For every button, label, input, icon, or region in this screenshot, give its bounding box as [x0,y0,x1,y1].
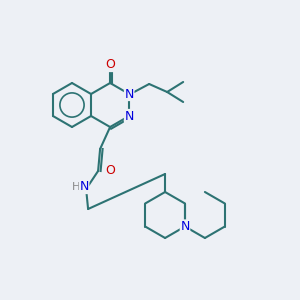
Text: N: N [180,220,190,233]
Text: H: H [72,182,80,192]
Text: N: N [124,110,134,122]
Text: N: N [80,181,89,194]
Text: O: O [105,164,115,178]
Text: O: O [105,58,115,71]
Text: N: N [124,88,134,100]
